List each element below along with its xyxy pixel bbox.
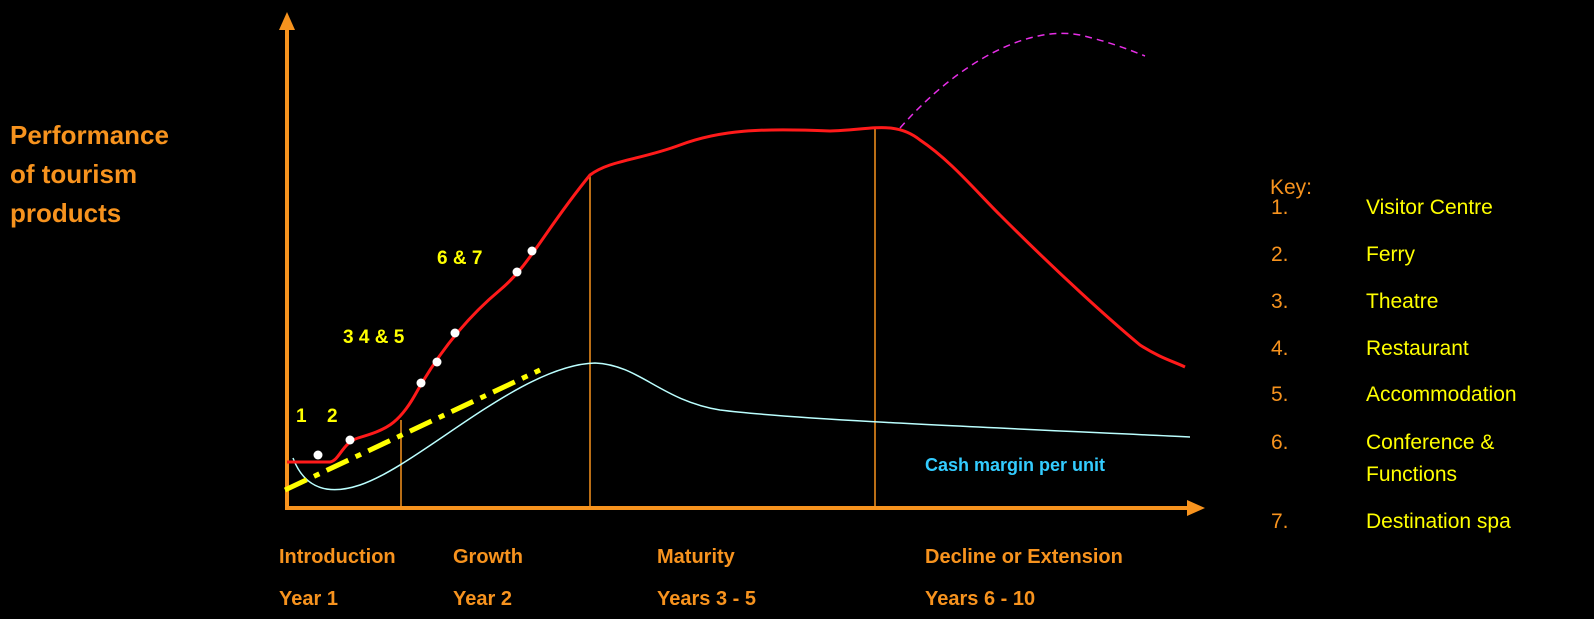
extension-curve <box>899 32 1146 129</box>
key-name: Destination spa <box>1366 510 1511 533</box>
key-name: Conference & <box>1366 431 1494 454</box>
stage-name: Growth <box>453 546 523 568</box>
cash-margin-curve <box>292 362 1191 491</box>
key-title: Key: <box>1270 176 1312 199</box>
curve-label: Cash margin per unit <box>925 455 1105 475</box>
x-arrow <box>1187 500 1205 516</box>
key-name: Ferry <box>1366 243 1415 266</box>
key-name: Functions <box>1366 463 1457 486</box>
stage-name: Maturity <box>657 546 736 568</box>
key-name: Restaurant <box>1366 337 1469 360</box>
stage-years: Years 3 - 5 <box>657 588 756 610</box>
stage-name: Introduction <box>279 546 396 568</box>
stage-years: Year 2 <box>453 588 512 610</box>
point-label: 2 <box>327 406 338 427</box>
key-number: 5. <box>1271 383 1289 406</box>
key-name: Accommodation <box>1366 383 1517 406</box>
point-label: 1 <box>296 406 307 427</box>
y-axis-label: Performance <box>10 120 169 150</box>
y-arrow <box>279 12 295 30</box>
key-name: Theatre <box>1366 290 1438 313</box>
stage-years: Years 6 - 10 <box>925 588 1035 610</box>
key-name: Visitor Centre <box>1366 196 1493 219</box>
performance-curve <box>287 126 1186 464</box>
key-number: 1. <box>1271 196 1289 219</box>
stage-years: Year 1 <box>279 588 338 610</box>
point-label: 3 4 & 5 <box>343 327 405 348</box>
key-number: 3. <box>1271 290 1289 313</box>
key-number: 4. <box>1271 337 1289 360</box>
product-points <box>313 246 537 460</box>
key-number: 6. <box>1271 431 1289 454</box>
stage-name: Decline or Extension <box>925 546 1123 568</box>
key-number: 7. <box>1271 510 1289 533</box>
dash-dot-line <box>283 367 542 493</box>
axes <box>285 28 1190 510</box>
y-axis-label: of tourism <box>10 159 137 189</box>
point-label: 6 & 7 <box>437 248 482 269</box>
key-number: 2. <box>1271 243 1289 266</box>
y-axis-label: products <box>10 198 121 228</box>
